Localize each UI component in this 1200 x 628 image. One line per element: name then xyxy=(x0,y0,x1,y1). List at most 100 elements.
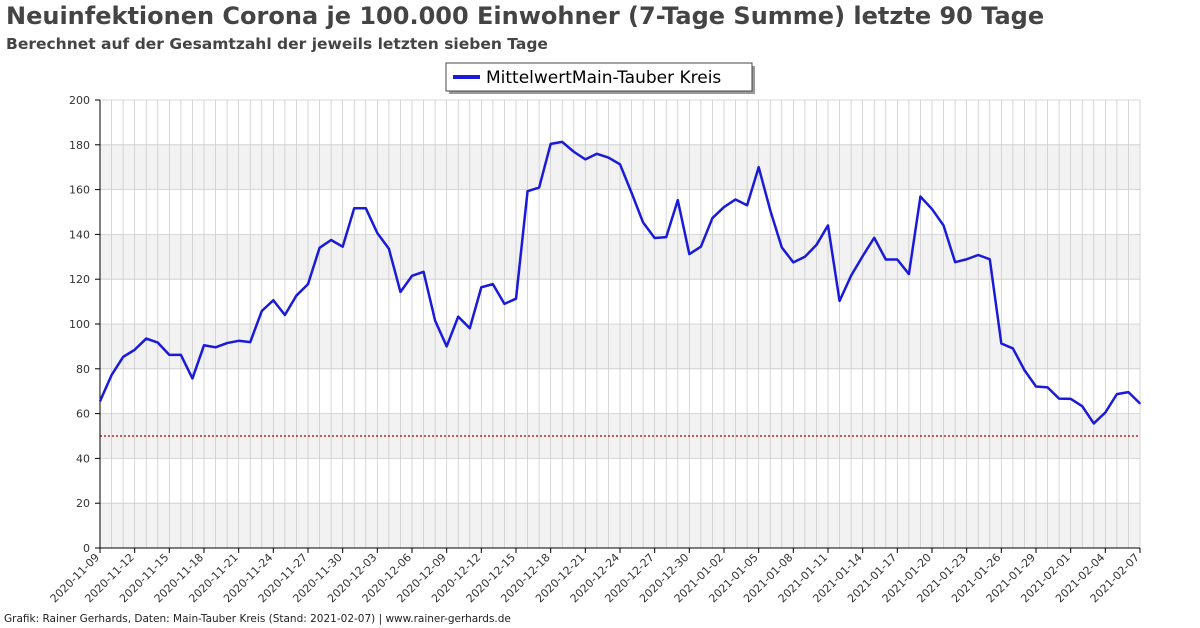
data-point xyxy=(757,166,760,168)
data-point xyxy=(1058,397,1060,400)
data-point xyxy=(619,163,621,166)
data-point xyxy=(237,340,240,342)
data-point xyxy=(145,337,148,340)
data-point xyxy=(596,152,598,155)
data-point xyxy=(203,344,205,347)
data-point xyxy=(688,253,691,255)
data-point xyxy=(503,303,506,305)
data-point xyxy=(642,221,644,224)
y-tick-label: 120 xyxy=(69,273,90,286)
data-point xyxy=(700,245,702,248)
y-axis-ticks: 0 20 40 60 80 100 120 140 160 180 200 xyxy=(69,94,100,555)
y-tick-label: 160 xyxy=(69,184,90,197)
data-point xyxy=(110,374,113,376)
data-point xyxy=(1139,402,1141,405)
data-point xyxy=(156,341,159,344)
data-point xyxy=(919,195,922,198)
data-point xyxy=(896,258,899,261)
data-point xyxy=(1104,411,1107,414)
data-point xyxy=(249,341,252,343)
data-point xyxy=(538,186,540,189)
data-point xyxy=(584,158,587,161)
data-point xyxy=(884,258,887,261)
data-point xyxy=(1046,386,1049,389)
y-tick-label: 180 xyxy=(69,139,90,152)
data-point xyxy=(977,254,980,256)
data-point xyxy=(468,327,471,330)
legend-background xyxy=(445,62,753,92)
data-point xyxy=(723,206,725,208)
data-point xyxy=(133,348,136,351)
data-point xyxy=(1092,422,1095,425)
data-point xyxy=(1012,347,1014,350)
data-point xyxy=(364,207,367,209)
data-point xyxy=(284,314,286,316)
data-point xyxy=(1116,393,1118,395)
x-axis-ticks: 2020-11-092020-11-122020-11-152020-11-18… xyxy=(48,548,1142,605)
data-point xyxy=(827,224,829,227)
data-point xyxy=(422,271,425,273)
data-point xyxy=(272,299,275,302)
data-point xyxy=(99,400,101,403)
data-point xyxy=(676,199,679,201)
credit-footer: Grafik: Rainer Gerhards, Daten: Main-Tau… xyxy=(4,613,511,625)
data-point xyxy=(260,310,263,312)
data-point xyxy=(850,274,852,277)
data-point xyxy=(954,261,956,263)
data-point xyxy=(399,291,402,293)
data-point xyxy=(746,204,748,207)
data-point xyxy=(388,247,390,250)
data-point xyxy=(376,232,379,234)
data-point xyxy=(630,191,633,194)
legend-label: MittelwertMain-Tauber Kreis xyxy=(486,68,721,88)
data-point xyxy=(908,273,910,275)
data-point xyxy=(307,283,309,285)
y-tick-label: 80 xyxy=(76,363,90,376)
y-tick-label: 100 xyxy=(69,318,90,331)
data-point xyxy=(792,261,795,264)
data-point xyxy=(861,255,864,257)
data-point xyxy=(445,345,448,348)
legend: MittelwertMain-Tauber Kreis xyxy=(445,62,755,94)
series-lines xyxy=(98,140,1141,425)
data-point xyxy=(873,236,876,239)
data-point xyxy=(434,319,436,322)
data-point xyxy=(804,255,806,258)
data-point xyxy=(1023,369,1026,371)
data-point xyxy=(295,294,298,297)
data-point xyxy=(572,150,575,153)
data-point xyxy=(341,245,344,248)
data-point xyxy=(226,342,228,344)
data-point xyxy=(515,297,517,300)
data-point xyxy=(653,237,656,239)
data-point xyxy=(457,315,460,318)
data-point xyxy=(549,143,552,145)
data-point xyxy=(665,236,668,238)
data-point xyxy=(711,217,714,219)
data-point xyxy=(122,356,124,358)
data-point xyxy=(1000,342,1003,345)
data-point xyxy=(330,239,332,241)
data-point xyxy=(492,283,494,285)
data-point xyxy=(1069,398,1072,400)
chart-subtitle: Berechnet auf der Gesamtzahl der jeweils… xyxy=(6,35,548,53)
data-point xyxy=(353,207,356,209)
data-point xyxy=(561,141,564,143)
data-point xyxy=(815,244,818,246)
data-point xyxy=(411,275,413,277)
data-point xyxy=(838,300,841,302)
y-tick-label: 140 xyxy=(69,228,90,241)
data-point xyxy=(1127,391,1130,393)
data-point xyxy=(1035,385,1037,388)
data-point xyxy=(780,246,783,249)
y-tick-label: 20 xyxy=(76,497,90,510)
data-point xyxy=(180,354,182,356)
y-tick-label: 200 xyxy=(69,94,90,107)
y-tick-label: 40 xyxy=(76,452,90,465)
data-point xyxy=(607,156,610,159)
data-point xyxy=(214,346,217,349)
data-point xyxy=(191,377,194,380)
data-point xyxy=(480,286,483,289)
data-point xyxy=(942,224,945,227)
